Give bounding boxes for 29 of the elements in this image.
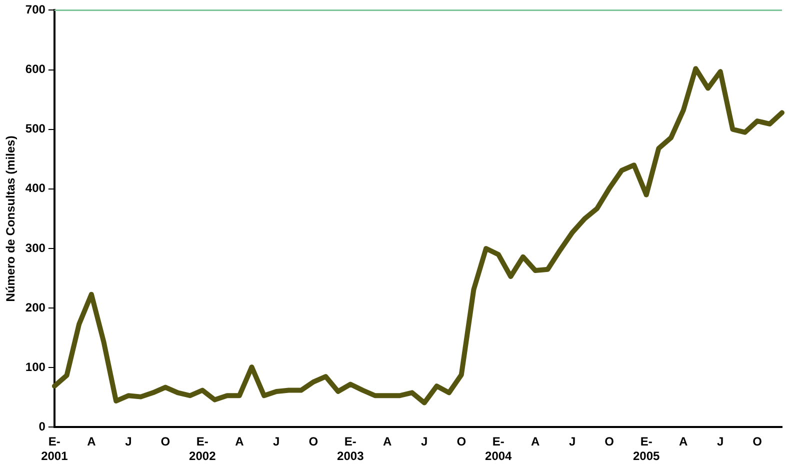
x-tick-label: A xyxy=(87,434,96,449)
x-tick-label: A xyxy=(679,434,688,449)
x-tick-label: E- 2003 xyxy=(337,434,364,464)
x-tick-label: A xyxy=(531,434,540,449)
x-tick-label: E- 2004 xyxy=(485,434,512,464)
y-tick-label: 200 xyxy=(25,300,46,314)
y-tick-label: 400 xyxy=(25,181,46,196)
x-tick-label: J xyxy=(125,434,132,449)
y-tick-label: 0 xyxy=(38,420,46,434)
y-tick-label: 100 xyxy=(25,360,46,374)
y-tick-label: 600 xyxy=(25,62,46,76)
x-tick-label: J xyxy=(273,434,280,449)
x-tick-label: O xyxy=(456,434,466,449)
x-tick-label: J xyxy=(716,434,724,449)
y-tick-label: 700 xyxy=(25,2,46,17)
y-tick-label: 300 xyxy=(25,240,46,255)
x-tick-label: E- 2001 xyxy=(41,434,68,464)
x-tick-label: O xyxy=(308,434,318,449)
y-axis-title: Número de Consultas (miles) xyxy=(4,136,18,302)
y-tick-label: 500 xyxy=(25,122,46,136)
x-tick-label: E- 2005 xyxy=(633,434,660,464)
x-tick-label: J xyxy=(421,434,428,449)
x-tick-label: O xyxy=(160,434,170,449)
x-tick-label: A xyxy=(235,434,244,449)
x-tick-label: J xyxy=(569,434,576,449)
x-tick-label: E- 2002 xyxy=(189,434,216,464)
x-tick-label: O xyxy=(752,434,762,449)
x-tick-label: O xyxy=(604,434,614,449)
x-tick-label: A xyxy=(383,434,392,449)
